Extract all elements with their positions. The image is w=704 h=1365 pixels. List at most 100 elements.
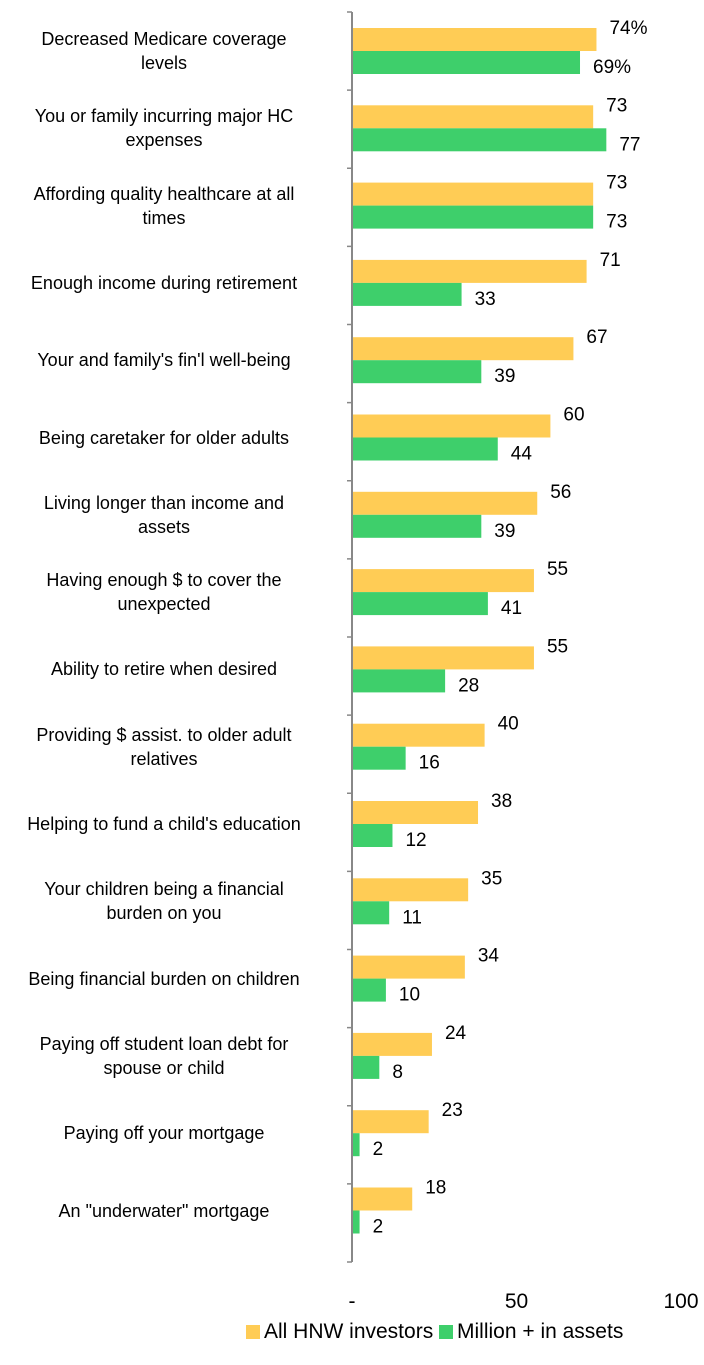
data-label-million-plus: 33 (475, 289, 496, 310)
data-label-million-plus: 28 (458, 675, 479, 696)
bar-all-hnw (353, 801, 479, 824)
category-label: Your and family's fin'l well-being (0, 348, 334, 372)
category-label-line: burden on you (106, 903, 222, 924)
x-tick-label: 100 (663, 1290, 698, 1313)
category-label: Helping to fund a child's education (0, 812, 334, 836)
bar-all-hnw (353, 259, 587, 283)
bar-million-plus (353, 282, 462, 306)
bar-million-plus (353, 128, 607, 152)
bar-all-hnw (353, 646, 534, 670)
category-label-line: times (142, 207, 186, 228)
bar-million-plus (353, 592, 488, 616)
data-label-all-hnw: 71 (600, 250, 621, 271)
data-label-all-hnw: 34 (478, 946, 500, 967)
legend-label-million-plus: Million + in assets (457, 1320, 624, 1343)
category-label-line: spouse or child (103, 1057, 225, 1078)
data-label-million-plus: 39 (494, 366, 515, 387)
category-label-line: Helping to fund a child's education (27, 814, 301, 834)
bar-all-hnw (353, 491, 538, 515)
bar-million-plus (353, 824, 393, 847)
bar-all-hnw (353, 1110, 429, 1134)
bar-all-hnw (353, 28, 597, 51)
data-label-million-plus: 10 (399, 985, 420, 1006)
x-tick-label: 50 (505, 1290, 528, 1313)
data-label-million-plus: 69% (593, 57, 631, 78)
legend-item-all-hnw: All HNW investors (246, 1320, 433, 1344)
data-label-all-hnw: 23 (442, 1100, 463, 1121)
category-label-line: Decreased Medicare coverage (41, 29, 287, 49)
category-label-line: An "underwater" mortgage (58, 1200, 270, 1221)
data-label-all-hnw: 40 (498, 714, 519, 735)
category-label-line: You or family incurring major HC (34, 106, 294, 127)
data-label-million-plus: 77 (619, 134, 640, 155)
bar-million-plus (353, 1133, 360, 1157)
category-label-line: Enough income during retirement (30, 272, 298, 293)
category-label-line: Paying off student loan debt for (39, 1033, 289, 1054)
category-label: Your children being a financial burden on… (0, 877, 334, 925)
category-label: Enough income during retirement (0, 271, 334, 295)
category-label-line: levels (140, 53, 188, 73)
category-label-line: expenses (125, 130, 203, 151)
bar-all-hnw (353, 182, 594, 206)
bar-million-plus (353, 978, 386, 1002)
category-label: An "underwater" mortgage (0, 1199, 334, 1223)
bar-all-hnw (353, 878, 469, 902)
bar-million-plus (353, 360, 482, 384)
data-label-million-plus: 73 (606, 212, 627, 233)
legend-swatch-million-plus (439, 1325, 453, 1339)
bar-all-hnw (353, 723, 485, 747)
category-label-line: Paying off your mortgage (63, 1123, 265, 1144)
data-label-all-hnw: 74% (609, 18, 647, 39)
bar-all-hnw (353, 337, 574, 361)
data-label-all-hnw: 56 (550, 482, 571, 503)
data-label-all-hnw: 55 (547, 636, 568, 657)
category-label: Affording quality healthcare at all times (0, 182, 334, 230)
category-label-line: Your children being a financial (44, 879, 284, 900)
data-label-million-plus: 41 (501, 598, 522, 619)
data-label-million-plus: 44 (511, 444, 533, 465)
data-label-all-hnw: 35 (481, 868, 502, 889)
bar-million-plus (353, 1055, 380, 1079)
bar-million-plus (353, 205, 594, 229)
bar-million-plus (353, 514, 482, 538)
category-label-line: Living longer than income and (43, 492, 285, 513)
data-label-all-hnw: 18 (425, 1178, 446, 1199)
data-label-million-plus: 16 (419, 753, 440, 774)
legend-swatch-all-hnw (246, 1325, 260, 1339)
category-label-line: Ability to retire when desired (50, 659, 278, 680)
data-label-all-hnw: 38 (491, 791, 512, 812)
bar-million-plus (353, 901, 390, 925)
x-tick-label: - (349, 1290, 356, 1313)
bar-million-plus (353, 51, 581, 74)
data-label-all-hnw: 73 (606, 173, 627, 194)
category-label-line: Affording quality healthcare at all (33, 183, 295, 204)
data-label-all-hnw: 67 (586, 327, 607, 348)
bar-all-hnw (353, 414, 551, 438)
data-label-all-hnw: 73 (606, 95, 627, 116)
data-label-million-plus: 2 (373, 1139, 384, 1160)
category-label: Decreased Medicare coverage levels (0, 27, 334, 75)
bar-all-hnw (353, 105, 594, 129)
bar-million-plus (353, 437, 498, 461)
category-label-line: Being caretaker for older adults (38, 427, 290, 448)
data-label-million-plus: 11 (402, 907, 422, 928)
data-label-million-plus: 39 (494, 521, 515, 542)
category-label: Ability to retire when desired (0, 657, 334, 681)
category-label-line: unexpected (117, 594, 211, 615)
data-label-million-plus: 8 (392, 1062, 403, 1083)
category-label: Providing $ assist. to older adult relati… (0, 723, 334, 771)
bar-all-hnw (353, 1187, 413, 1211)
legend-label-all-hnw: All HNW investors (264, 1320, 434, 1343)
category-label-line: relatives (130, 748, 198, 769)
bar-million-plus (353, 669, 446, 693)
bar-million-plus (353, 746, 406, 770)
category-label-line: Being financial burden on children (28, 968, 300, 989)
category-label: Being caretaker for older adults (0, 426, 334, 450)
category-label: Paying off student loan debt for spouse o… (0, 1032, 334, 1080)
bar-million-plus (353, 1210, 360, 1234)
bar-all-hnw (353, 1032, 432, 1056)
category-label-line: assets (137, 516, 191, 537)
legend-item-million-plus: Million + in assets (439, 1320, 623, 1344)
